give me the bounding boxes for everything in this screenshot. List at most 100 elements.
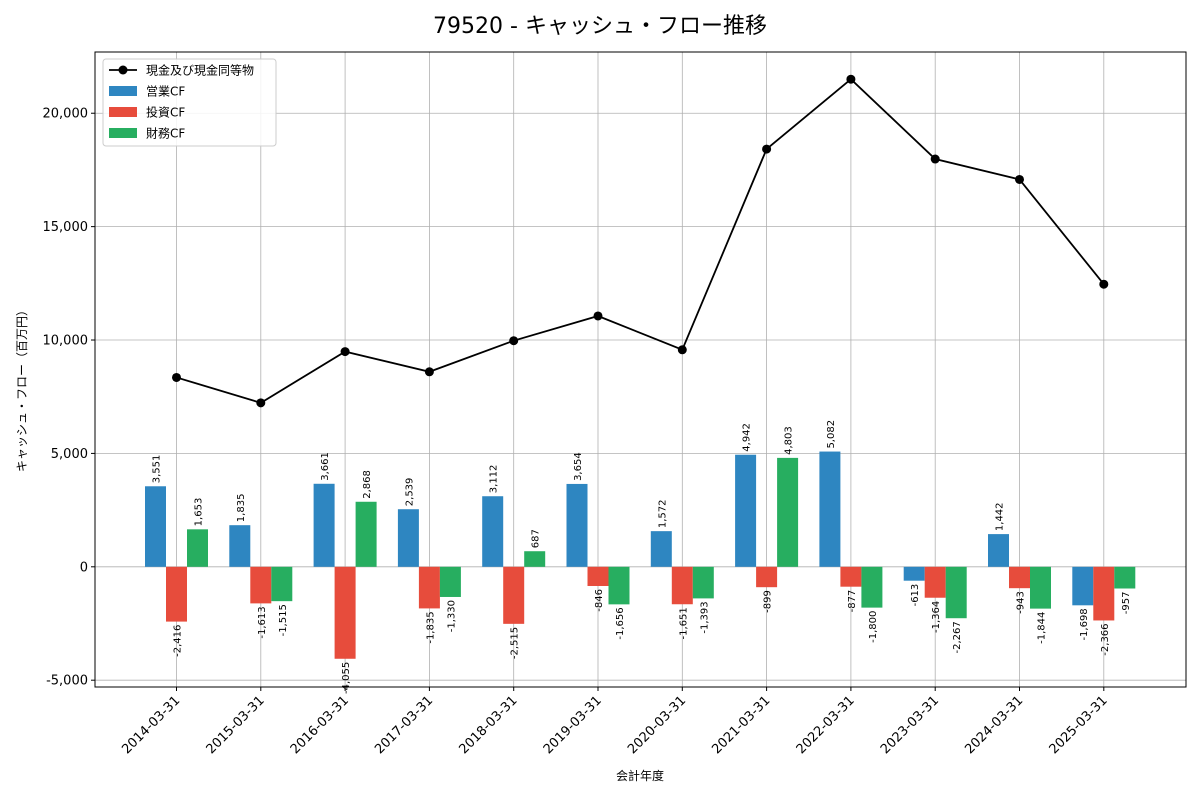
- bar-financing: [861, 566, 883, 608]
- bar-investing: [1093, 566, 1115, 621]
- line-layer: [172, 74, 1109, 408]
- x-tick-label: 2014-03-31: [119, 693, 183, 757]
- legend-box: [102, 58, 277, 147]
- cash-equivalents-point: [762, 144, 772, 154]
- bar-operating: [903, 566, 925, 581]
- bar-value-label: 3,661: [320, 452, 331, 481]
- bar-operating: [735, 454, 757, 567]
- bar-financing: [439, 566, 461, 597]
- bar-value-label: 1,572: [657, 500, 668, 529]
- cash-equivalents-point: [930, 154, 940, 164]
- bar-value-label: 1,835: [236, 494, 247, 523]
- bar-investing: [671, 566, 693, 605]
- bar-financing: [608, 566, 630, 605]
- bar-value-label: -1,613: [257, 606, 268, 638]
- x-tick-label: 2022-03-31: [794, 693, 858, 757]
- bar-value-label: -957: [1121, 592, 1132, 615]
- bar-value-label: -2,267: [952, 621, 963, 653]
- bar-operating: [566, 483, 588, 567]
- y-tick-label: 15,000: [43, 220, 89, 235]
- bar-operating: [650, 531, 672, 567]
- bar-value-label: 2,868: [362, 470, 373, 499]
- bar-value-label: -2,366: [1100, 623, 1111, 655]
- y-tick-label: 5,000: [51, 447, 88, 462]
- bar-financing: [355, 501, 377, 567]
- bar-operating: [988, 534, 1009, 567]
- legend-bar-swatch: [109, 128, 137, 138]
- cash-equivalents-point: [509, 336, 519, 346]
- bar-value-label: 3,654: [573, 452, 584, 481]
- bar-financing: [945, 566, 967, 619]
- bar-value-label: 4,803: [784, 426, 795, 455]
- bar-financing: [187, 529, 208, 567]
- chart-title: 79520 - キャッシュ・フロー推移: [433, 14, 767, 39]
- legend-label: 営業CF: [146, 85, 185, 99]
- bar-value-label: -899: [763, 590, 774, 613]
- bar-value-label: -1,651: [678, 607, 689, 639]
- y-tick-label: -5,000: [46, 674, 88, 689]
- bar-investing: [924, 566, 946, 598]
- cash-equivalents-point: [340, 347, 350, 357]
- x-tick-label: 2015-03-31: [204, 693, 268, 757]
- legend-line-marker: [118, 65, 128, 75]
- x-tick-label: 2021-03-31: [709, 693, 773, 757]
- bar-value-label: 2,539: [404, 478, 415, 507]
- bar-operating: [397, 509, 419, 567]
- x-tick-label: 2024-03-31: [962, 693, 1026, 757]
- bar-value-label: -1,393: [699, 601, 710, 633]
- x-tick-label: 2023-03-31: [878, 693, 942, 757]
- cash-equivalents-point: [593, 311, 603, 321]
- plot-frame: [94, 51, 1187, 688]
- bar-value-label: -1,515: [278, 604, 289, 636]
- x-tick-label: 2017-03-31: [372, 693, 436, 757]
- bar-investing: [1009, 566, 1030, 589]
- bar-financing: [524, 551, 546, 567]
- bar-value-label: -877: [847, 590, 858, 613]
- bar-value-label: -846: [594, 589, 605, 612]
- bar-investing: [756, 566, 778, 588]
- legend-bar-swatch: [109, 107, 137, 117]
- bars-layer: [145, 451, 1136, 659]
- x-tick-label: 2018-03-31: [456, 693, 520, 757]
- bar-operating: [313, 483, 335, 567]
- labels-layer: 3,551 1,835 3,661 2,539 3,112 3,654 1,572 4,942…: [152, 420, 1132, 694]
- bar-investing: [840, 566, 862, 587]
- cash-equivalents-point: [677, 345, 687, 355]
- legend-label: 現金及び現金同等物: [146, 63, 254, 78]
- bar-operating: [229, 525, 251, 567]
- bar-investing: [166, 566, 187, 622]
- x-axis: 2014-03-31 2015-03-31 2016-03-31 2017-03-31…: [119, 687, 1111, 757]
- bar-value-label: -613: [910, 584, 921, 607]
- bar-value-label: -1,656: [615, 607, 626, 639]
- bar-investing: [418, 566, 440, 609]
- y-axis-label: キャッシュ・フロー（百万円）: [15, 304, 29, 472]
- bar-operating: [482, 496, 504, 567]
- bar-value-label: -1,330: [446, 600, 457, 632]
- bar-investing: [587, 566, 609, 586]
- cash-equivalents-line: [176, 78, 1105, 404]
- bar-financing: [692, 566, 714, 599]
- cash-equivalents-point: [1099, 279, 1109, 289]
- bar-value-label: -4,055: [341, 662, 352, 694]
- y-tick-label: 20,000: [43, 107, 89, 122]
- x-tick-label: 2019-03-31: [541, 693, 605, 757]
- y-tick-label: 10,000: [43, 334, 89, 349]
- bar-financing: [1114, 566, 1136, 589]
- x-axis-label: 会計年度: [616, 768, 664, 783]
- bar-value-label: 5,082: [826, 420, 837, 449]
- bar-operating: [1072, 566, 1094, 606]
- bar-value-label: 4,942: [742, 423, 753, 452]
- bar-value-label: -1,364: [931, 601, 942, 633]
- legend-label: 財務CF: [146, 126, 185, 141]
- x-tick-label: 2016-03-31: [288, 693, 352, 757]
- bar-investing: [250, 566, 272, 604]
- x-tick-label: 2020-03-31: [625, 693, 689, 757]
- cash-equivalents-point: [256, 398, 266, 408]
- bar-investing: [334, 566, 356, 659]
- bar-value-label: 1,653: [194, 498, 205, 527]
- bar-value-label: -2,515: [510, 627, 521, 659]
- cash-equivalents-point: [1015, 174, 1024, 184]
- bar-financing: [271, 566, 293, 602]
